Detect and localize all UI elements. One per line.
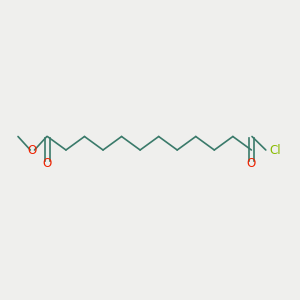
Text: Cl: Cl xyxy=(269,143,281,157)
Text: O: O xyxy=(28,143,37,157)
Text: O: O xyxy=(247,157,256,170)
Text: O: O xyxy=(43,157,52,170)
